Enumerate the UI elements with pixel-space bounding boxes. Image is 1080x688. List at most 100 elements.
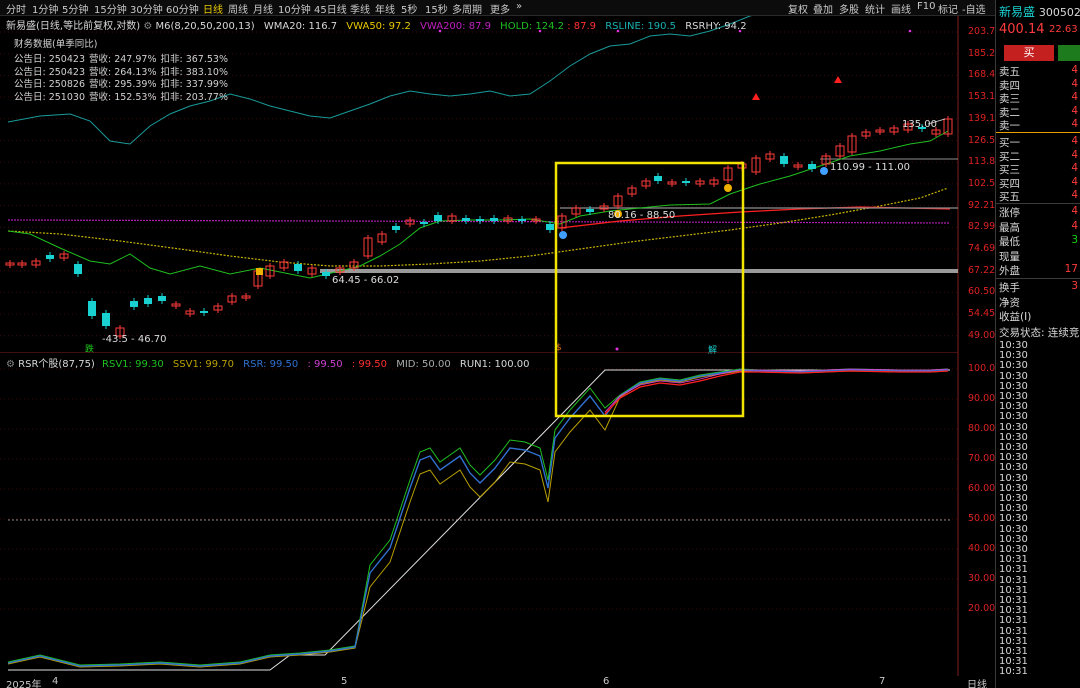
buy-signal-marker xyxy=(559,231,567,239)
candle-body-up xyxy=(335,267,345,273)
mark-button[interactable]: 标记 xyxy=(938,5,958,16)
tab-60min[interactable]: 60分钟 xyxy=(166,5,199,16)
gear-icon[interactable]: ⚙ xyxy=(6,359,19,370)
rsr-tick-label: 100.0 xyxy=(968,363,996,374)
candle-body-up xyxy=(821,155,831,165)
multi-stock-button[interactable]: 多股 xyxy=(839,5,859,16)
tick-time: 10:30 xyxy=(999,431,1028,443)
top-dot xyxy=(538,29,542,33)
ask-row-label: 卖五 xyxy=(999,66,1020,78)
candle-body-up xyxy=(227,295,237,303)
price-axis: 203.7 185.2 168.4 153.1 139.1 126.5 113.8 102.5… xyxy=(960,16,995,352)
fin-date: 公告日: 250423 xyxy=(14,67,85,78)
tick-time: 10:30 xyxy=(999,380,1028,392)
buy-button[interactable]: 买 xyxy=(1004,45,1054,61)
tick-time: 10:31 xyxy=(999,646,1028,657)
tick-time: 10:30 xyxy=(999,442,1028,453)
tick-time: 10:30 xyxy=(999,503,1028,515)
tab-daily[interactable]: 日线 xyxy=(203,5,223,16)
tab-more[interactable]: 更多 xyxy=(490,5,510,16)
tick-time: 10:30 xyxy=(999,411,1028,423)
stat-row-value: 3 xyxy=(1071,234,1078,246)
rsr-tick-label: 90.00 xyxy=(968,393,996,404)
price-change: 22.63 xyxy=(1049,24,1078,35)
price-tick-label: 126.5 xyxy=(968,134,996,146)
tab-multi-period[interactable]: 多周期 xyxy=(452,5,482,16)
gear-icon[interactable]: ⚙ xyxy=(143,21,156,32)
candle-body-up xyxy=(5,262,15,266)
price-chart[interactable]: 新易盛(日线,等比前复权,对数) ⚙ M6(8,20,50,200,13) WM… xyxy=(0,16,995,356)
bid-row-value: 4 xyxy=(1071,135,1078,147)
book-divider xyxy=(996,132,1080,133)
tab-5sec[interactable]: 5秒 xyxy=(401,5,418,16)
tick-time: 10:30 xyxy=(999,493,1028,504)
stock-name: 新易盛 xyxy=(999,5,1036,19)
rsr-tick-label: 70.00 xyxy=(968,453,996,464)
price-tick-label: 113.8 xyxy=(968,156,996,168)
tab-1min[interactable]: 1分钟 xyxy=(32,5,59,16)
candle-body-up xyxy=(847,135,857,153)
tick-time: 10:31 xyxy=(999,595,1028,606)
fin-net: 扣非: 337.99% xyxy=(160,79,229,90)
low-range-label: -43.5 - 46.70 xyxy=(102,334,167,345)
candle-body-down xyxy=(918,127,926,129)
peak-label: 135.00 xyxy=(902,119,937,130)
rsv1-line xyxy=(7,368,949,666)
draw-button[interactable]: 画线 xyxy=(891,5,911,16)
candle-body-up xyxy=(405,219,415,225)
vwa200-label: VWA200: 87.9 xyxy=(420,21,491,32)
candle-body-down xyxy=(420,222,428,224)
candle-body-down xyxy=(780,156,788,164)
more-arrow-icon[interactable]: » xyxy=(516,1,523,12)
tab-15min[interactable]: 15分钟 xyxy=(94,5,127,16)
adjust-button[interactable]: 复权 xyxy=(788,5,808,16)
tick-time: 10:30 xyxy=(999,472,1028,484)
candle-body-up xyxy=(889,127,899,133)
overlay-button[interactable]: 叠加 xyxy=(813,5,833,16)
period-toolbar: 分时 1分钟 5分钟 15分钟 30分钟 60分钟 日线 周线 月线 10分钟 … xyxy=(0,0,995,16)
candle-body-down xyxy=(654,176,662,181)
tab-monthly[interactable]: 月线 xyxy=(253,5,273,16)
candle-body-down xyxy=(102,313,110,326)
hold-label: HOLD: 124.2 xyxy=(500,21,565,32)
candle-body-up xyxy=(31,260,41,266)
chart-name: 新易盛(日线,等比前复权,对数) xyxy=(6,21,141,32)
tab-10min[interactable]: 10分钟 xyxy=(278,5,311,16)
tab-intraday[interactable]: 分时 xyxy=(6,5,26,16)
time-axis: 2025年 4 5 6 7 日线 xyxy=(0,676,995,688)
candle-body-up xyxy=(213,305,223,311)
tab-yearly[interactable]: 年线 xyxy=(375,5,395,16)
tab-weekly[interactable]: 周线 xyxy=(228,5,248,16)
candle-body-up xyxy=(943,118,953,135)
hold-line xyxy=(7,130,949,279)
tab-5min[interactable]: 5分钟 xyxy=(62,5,89,16)
sell-button[interactable] xyxy=(1058,45,1080,61)
fin-date: 公告日: 250423 xyxy=(14,54,85,65)
stats-button[interactable]: 统计 xyxy=(865,5,885,16)
candle-body-up xyxy=(17,262,27,266)
rsr-line xyxy=(7,369,949,667)
rsline-line xyxy=(7,16,753,145)
rsr-v5-label: : 99.50 xyxy=(351,359,388,370)
price-tick-label: 67.22 xyxy=(968,264,996,276)
tick-time: 10:31 xyxy=(999,554,1028,566)
f10-button[interactable]: F10 xyxy=(917,1,936,12)
rsr-indicator-header: ⚙ RSR个股(87,75) RSV1: 99.30 SSV1: 99.70 R… xyxy=(6,355,530,370)
rsr-tick-label: 50.00 xyxy=(968,513,996,524)
rsr-indicator-chart[interactable]: ⚙ RSR个股(87,75) RSV1: 99.30 SSV1: 99.70 R… xyxy=(0,352,995,676)
candle-body-down xyxy=(518,219,526,221)
tab-quarterly[interactable]: 季线 xyxy=(350,5,370,16)
bid-row-value: 4 xyxy=(1071,148,1078,161)
range3-label: 110.99 - 111.00 xyxy=(830,162,910,173)
vwa50-label: VWA50: 97.2 xyxy=(346,21,411,32)
book-divider xyxy=(996,203,1080,204)
tab-15sec[interactable]: 15秒 xyxy=(425,5,448,16)
x-label-apr: 4 xyxy=(52,676,59,687)
tick-time: 10:30 xyxy=(999,401,1028,413)
rsr-chart-canvas[interactable] xyxy=(0,352,995,676)
tab-45day[interactable]: 45日线 xyxy=(314,5,347,16)
tick-time: 10:31 xyxy=(999,635,1028,647)
watchlist-button[interactable]: -自选 xyxy=(962,5,986,16)
price-tick-label: 74.69 xyxy=(968,243,996,254)
tab-30min[interactable]: 30分钟 xyxy=(130,5,163,16)
